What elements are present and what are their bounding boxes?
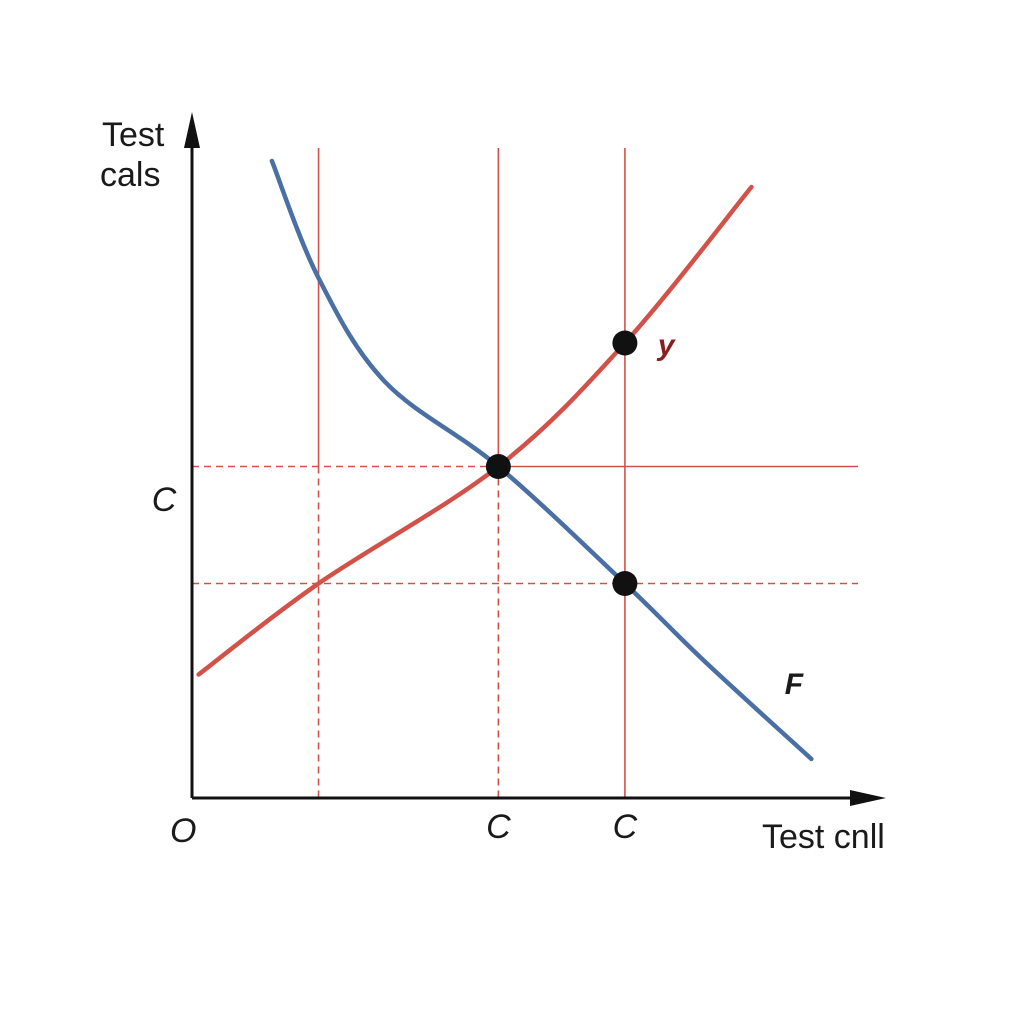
y-axis-label-line-1: Test (102, 116, 165, 154)
axes (184, 112, 886, 806)
x-axis-arrow (850, 790, 886, 806)
origin-label: O (170, 812, 196, 850)
highlight-point-2 (612, 571, 638, 596)
x-tick-label-1: C (613, 808, 638, 846)
x-axis-label: Test cnll (762, 818, 885, 856)
highlight-point-0 (485, 454, 511, 479)
highlight-points (485, 330, 638, 596)
guide-lines (192, 148, 858, 798)
y-axis-label-line-2: cals (100, 156, 160, 194)
x-tick-label-0: C (486, 808, 511, 846)
series-label-0: y (656, 329, 676, 362)
highlight-point-1 (612, 330, 638, 356)
series-label-1: F (785, 668, 804, 701)
y-tick-label-0: C (152, 481, 177, 519)
tick-labels: C C C (152, 481, 638, 846)
y-axis-arrow (184, 112, 200, 148)
series-line-0 (196, 184, 754, 677)
series-line-1 (269, 158, 814, 762)
series-labels: yF (656, 329, 804, 701)
